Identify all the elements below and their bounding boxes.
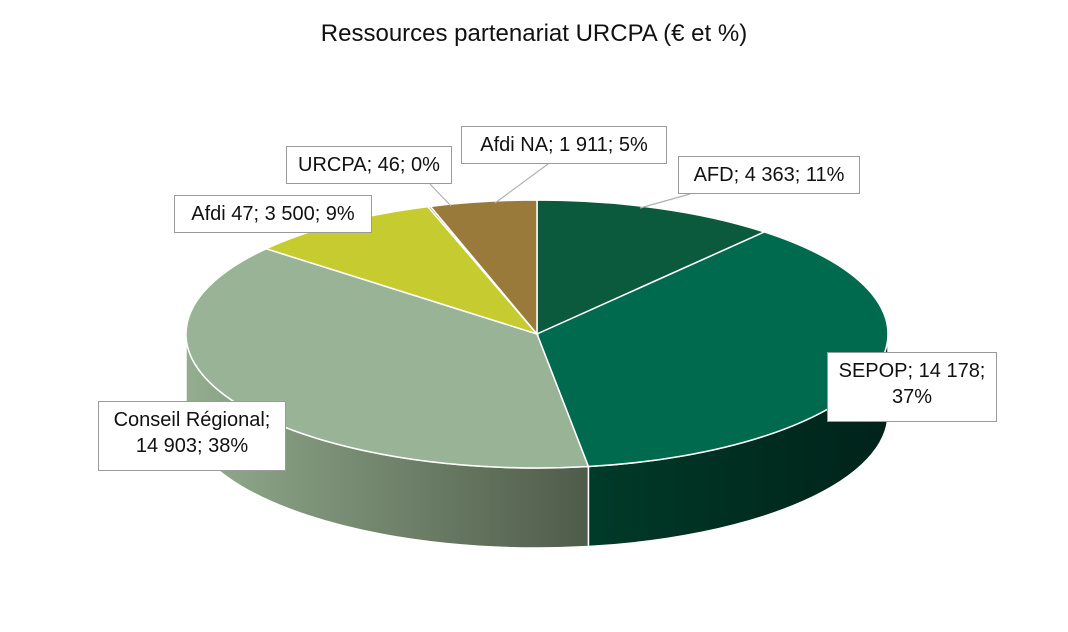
- slice-label-urcpa: URCPA; 46; 0%: [286, 146, 452, 184]
- slice-label-afdi-47: Afdi 47; 3 500; 9%: [174, 195, 372, 233]
- slice-label-line: Conseil Régional;: [113, 409, 271, 431]
- pie-slices: [185, 199, 889, 469]
- slice-label-line: Afdi NA; 1 911; 5%: [480, 134, 648, 156]
- slice-label-conseil-r-gional: Conseil Régional; 14 903; 38%: [98, 401, 286, 471]
- leader-line: [429, 183, 452, 207]
- slice-label-line: AFD; 4 363; 11%: [693, 164, 845, 186]
- pie-slice-afdi-na: [428, 199, 538, 337]
- slice-label-sepop: SEPOP; 14 178; 37%: [827, 352, 997, 422]
- slice-label-afd: AFD; 4 363; 11%: [678, 156, 860, 194]
- slice-label-line: SEPOP; 14 178;: [838, 360, 986, 382]
- slice-label-line: 14 903; 38%: [135, 435, 249, 457]
- slice-label-line: Afdi 47; 3 500; 9%: [191, 203, 355, 225]
- leader-line: [494, 163, 549, 204]
- leader-lines: [429, 163, 691, 209]
- pie-slice-afd: [536, 199, 767, 336]
- leader-line: [639, 193, 691, 209]
- slice-label-line: URCPA; 46; 0%: [298, 154, 440, 176]
- slice-label-afdi-na: Afdi NA; 1 911; 5%: [461, 126, 667, 164]
- slice-label-line: 37%: [891, 386, 933, 408]
- pie-slice-conseil-r-gional: [185, 247, 590, 469]
- chart-title: Ressources partenariat URCPA (€ et %): [320, 20, 748, 47]
